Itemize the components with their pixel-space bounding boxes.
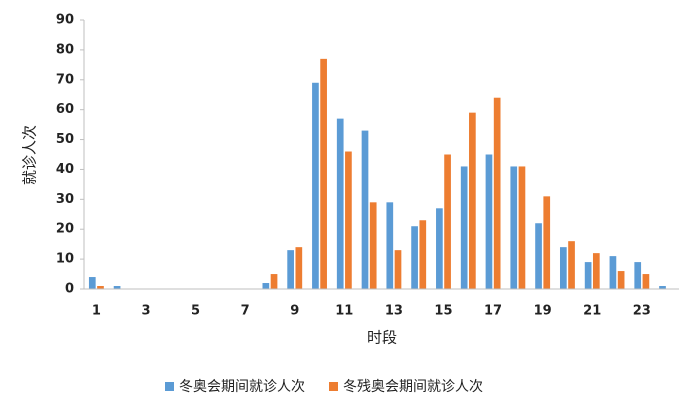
bar — [361, 130, 369, 289]
x-tick-label: 21 — [583, 304, 601, 319]
legend-swatch — [165, 382, 174, 391]
bar — [510, 166, 518, 289]
bar — [295, 247, 303, 289]
bar — [386, 202, 394, 289]
y-tick-label: 80 — [56, 42, 74, 57]
x-tick-label: 13 — [385, 304, 403, 319]
bar — [460, 166, 468, 289]
y-tick-label: 90 — [56, 13, 74, 28]
bar — [411, 226, 418, 289]
bar — [634, 262, 642, 289]
bar — [535, 223, 542, 289]
bar — [436, 208, 443, 289]
bar — [88, 277, 96, 289]
x-tick-label: 3 — [141, 304, 150, 319]
bar — [394, 250, 402, 289]
y-tick-label: 50 — [56, 132, 74, 147]
bar — [592, 253, 600, 289]
bar — [485, 154, 493, 289]
y-tick-label: 30 — [56, 192, 74, 207]
bar — [345, 151, 352, 289]
x-tick-label: 17 — [484, 304, 502, 319]
bar — [312, 82, 319, 290]
x-tick-label: 9 — [290, 304, 299, 319]
y-tick-label: 40 — [56, 162, 74, 177]
y-axis-title: 就诊人次 — [21, 125, 39, 185]
bar — [113, 286, 121, 289]
bar — [369, 202, 377, 289]
bar — [320, 58, 327, 289]
legend-label: 冬奥会期间就诊人次 — [179, 378, 305, 395]
x-tick-label: 7 — [241, 304, 250, 319]
x-tick-label: 15 — [434, 304, 452, 319]
x-tick-label: 11 — [335, 304, 353, 319]
bar — [469, 112, 476, 290]
y-tick-label: 0 — [65, 282, 74, 297]
y-tick-label: 20 — [56, 222, 74, 237]
bar — [518, 166, 526, 289]
x-tick-label: 23 — [633, 304, 651, 319]
bar — [543, 196, 551, 289]
y-tick-label: 70 — [56, 72, 74, 87]
bar — [419, 220, 427, 289]
bar — [97, 286, 104, 289]
x-tick-label: 1 — [92, 304, 101, 319]
bar — [568, 241, 575, 289]
y-tick-label: 10 — [56, 252, 74, 267]
legend-label: 冬残奥会期间就诊人次 — [343, 378, 483, 395]
bar — [336, 118, 344, 289]
bar — [617, 271, 625, 289]
bar — [287, 250, 294, 289]
bar — [270, 274, 278, 289]
bar — [559, 247, 567, 289]
bar — [642, 274, 650, 289]
bar — [493, 97, 501, 289]
bar — [659, 286, 666, 289]
y-tick-label: 60 — [56, 102, 74, 117]
legend-swatch — [329, 382, 338, 391]
x-axis-title: 时段 — [367, 329, 397, 347]
x-tick-label: 19 — [534, 304, 552, 319]
bar — [584, 262, 592, 289]
x-tick-label: 5 — [191, 304, 200, 319]
bar — [262, 283, 270, 289]
bar — [444, 154, 451, 289]
bar — [609, 256, 617, 289]
